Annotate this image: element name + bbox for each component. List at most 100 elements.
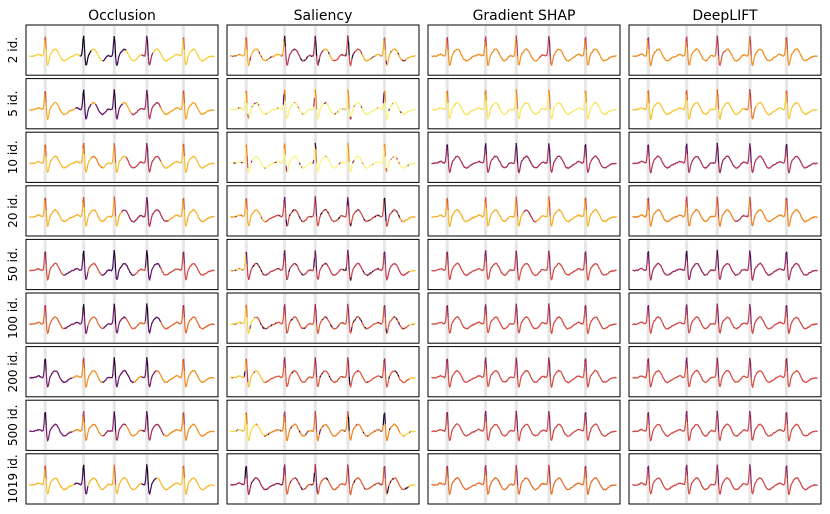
signal-segment xyxy=(350,111,353,118)
signal-segment xyxy=(315,203,318,218)
signal-segment xyxy=(783,209,786,217)
signal-segment xyxy=(684,93,687,105)
signal-segment xyxy=(585,90,587,104)
signal-segment xyxy=(285,165,288,173)
signal-segment xyxy=(115,216,117,226)
signal-segment xyxy=(515,89,518,97)
signal-segment xyxy=(284,46,287,60)
signal-segment xyxy=(282,147,285,159)
signal-segment xyxy=(583,38,586,50)
signal-segment xyxy=(648,209,651,222)
signal-segment xyxy=(715,43,718,54)
signal-segment xyxy=(313,43,316,54)
signal-segment xyxy=(246,49,249,62)
signal-segment xyxy=(313,96,316,108)
signal-segment xyxy=(750,54,753,65)
signal-segment xyxy=(750,162,753,172)
signal-segment xyxy=(718,216,720,225)
signal-segment xyxy=(788,59,791,65)
signal-segment xyxy=(386,166,389,173)
signal-segment xyxy=(347,95,350,110)
peak-band xyxy=(646,26,650,75)
peak-band xyxy=(145,26,149,75)
signal-segment xyxy=(316,163,318,172)
signal-segment xyxy=(183,37,185,51)
signal-segment xyxy=(446,144,449,158)
signal-segment xyxy=(314,35,317,44)
signal-segment xyxy=(519,111,522,117)
signal-segment xyxy=(648,102,651,115)
panel-10-id-occlusion xyxy=(25,131,219,183)
signal-segment xyxy=(718,162,720,172)
signal-segment xyxy=(789,163,792,169)
signal-segment xyxy=(548,148,551,163)
panel-2-id-occlusion xyxy=(25,24,219,76)
panel-2-id-gradient-shap xyxy=(427,24,621,76)
panel-50-id-gradient-shap xyxy=(427,238,621,291)
signal-segment xyxy=(83,250,86,263)
signal-segment xyxy=(281,50,284,56)
signal-segment xyxy=(347,255,350,271)
signal-segment xyxy=(444,102,447,109)
signal-segment xyxy=(684,39,687,52)
signal-segment xyxy=(249,56,252,62)
signal-segment xyxy=(81,39,84,51)
signal-segment xyxy=(446,197,449,212)
row-label-50-id: 50 id. xyxy=(6,248,20,282)
signal-segment xyxy=(249,162,252,169)
signal-segment xyxy=(517,55,519,65)
peak-band xyxy=(112,26,116,75)
signal-segment xyxy=(651,55,654,61)
column-title-occlusion: Occlusion xyxy=(88,8,156,24)
signal-segment xyxy=(243,102,246,109)
signal-segment xyxy=(686,196,689,209)
signal-segment xyxy=(585,144,587,158)
row-label-500-id: 500 id. xyxy=(6,405,20,446)
signal-segment xyxy=(718,55,720,65)
signal-segment xyxy=(645,48,648,56)
signal-segment xyxy=(144,150,147,161)
column-titles: Occlusion Saliency Gradient SHAP DeepLIFT xyxy=(88,8,758,24)
signal-segment xyxy=(313,257,316,268)
signal-segment xyxy=(345,97,348,108)
signal-segment xyxy=(282,254,285,266)
signal-segment xyxy=(181,91,184,104)
signal-segment xyxy=(482,210,485,217)
signal-segment xyxy=(243,48,246,56)
signal-segment xyxy=(514,204,517,214)
signal-segment xyxy=(446,37,449,51)
signal-segment xyxy=(749,149,752,164)
signal-segment xyxy=(147,54,150,65)
signal-segment xyxy=(348,161,351,172)
signal-segment xyxy=(244,92,247,104)
signal-segment xyxy=(286,60,289,66)
signal-segment xyxy=(345,44,348,54)
signal-segment xyxy=(749,89,752,97)
signal-segment xyxy=(786,48,789,62)
signal-segment xyxy=(485,261,488,275)
signal-segment xyxy=(314,89,317,97)
signal-segment xyxy=(382,92,385,104)
signal-segment xyxy=(42,208,45,217)
panel-10-id-saliency xyxy=(226,131,420,183)
signal-segment xyxy=(515,250,518,258)
peak-band xyxy=(283,26,287,75)
signal-segment xyxy=(446,90,449,104)
signal-segment xyxy=(686,100,689,115)
signal-segment xyxy=(548,255,551,271)
signal-segment xyxy=(516,149,519,165)
signal-segment xyxy=(146,143,149,150)
signal-segment xyxy=(683,210,686,217)
signal-segment xyxy=(347,202,350,217)
panel-frame xyxy=(628,24,822,76)
signal-segment xyxy=(287,163,290,169)
signal-segment xyxy=(83,99,86,114)
signal-segment xyxy=(248,220,251,226)
signal-segment xyxy=(185,113,188,119)
signal-segment xyxy=(650,59,653,65)
signal-segment xyxy=(444,155,447,163)
signal-segment xyxy=(47,220,50,226)
signal-segment xyxy=(348,108,351,119)
signal-segment xyxy=(348,269,351,279)
signal-segment xyxy=(386,60,389,65)
